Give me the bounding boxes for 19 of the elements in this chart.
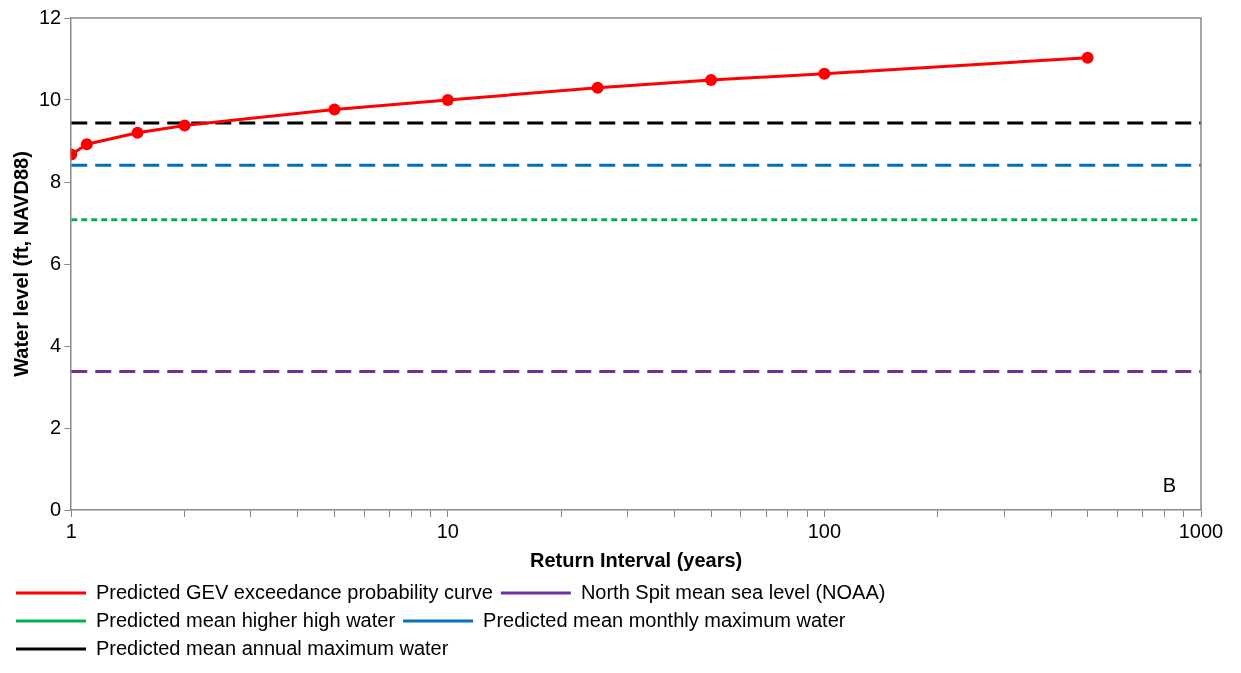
- y-tick-label: 2: [50, 415, 62, 438]
- y-tick-label: 12: [39, 5, 62, 28]
- legend-label: Predicted GEV exceedance probability curve: [96, 580, 493, 603]
- y-tick-label: 8: [50, 169, 62, 192]
- y-tick-label: 10: [39, 87, 62, 110]
- x-tick-label: 100: [807, 519, 842, 542]
- legend-label: Predicted mean monthly maximum water: [483, 608, 846, 631]
- legend-label: Predicted mean higher high water: [96, 608, 396, 631]
- y-axis-title: Water level (ft, NAVD88): [9, 151, 32, 377]
- legend-label: North Spit mean sea level (NOAA): [580, 580, 886, 603]
- y-tick-label: 6: [50, 251, 62, 274]
- x-tick-label: 1000: [1178, 519, 1224, 542]
- annotation: B: [1162, 473, 1176, 496]
- legend-label: Predicted mean annual maximum water: [96, 636, 449, 659]
- x-tick-label: 10: [436, 519, 459, 542]
- x-axis-title: Return Interval (years): [529, 548, 743, 571]
- y-tick-label: 4: [50, 333, 62, 356]
- x-tick-label: 1: [65, 519, 77, 542]
- y-tick-label: 0: [50, 497, 62, 520]
